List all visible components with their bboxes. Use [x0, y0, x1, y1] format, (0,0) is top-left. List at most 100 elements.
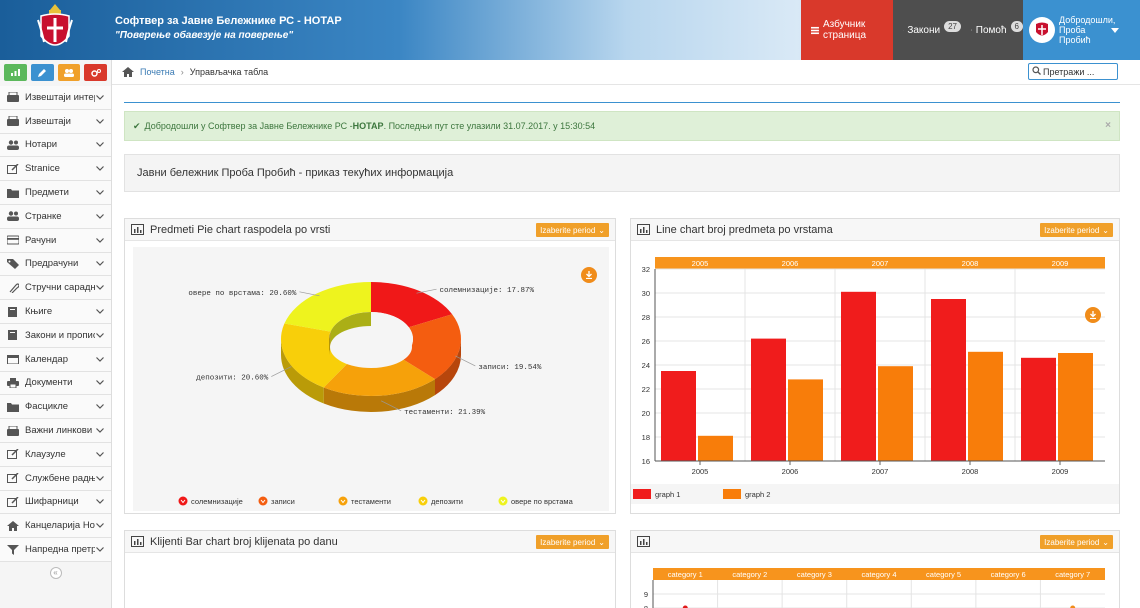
- bar[interactable]: [968, 351, 1003, 461]
- settings-shortcut-button[interactable]: [84, 64, 107, 81]
- pie-period-dropdown[interactable]: Izaberite period ⌄: [536, 223, 609, 237]
- legend-check-icon: [260, 499, 266, 504]
- category-header-label: category 5: [926, 570, 961, 579]
- legend-check-icon: [420, 499, 426, 504]
- category-period-dropdown[interactable]: Izaberite period ⌄: [1040, 535, 1113, 549]
- sidebar-item[interactable]: Шифарници: [0, 490, 111, 515]
- sidebar-item[interactable]: Календар: [0, 347, 111, 372]
- pie-slice[interactable]: [323, 357, 435, 396]
- bar[interactable]: [1021, 357, 1056, 461]
- user-crest-icon: [1036, 22, 1048, 36]
- search-icon: [1032, 66, 1041, 75]
- sidebar-item[interactable]: Службене радње: [0, 466, 111, 491]
- sidebar-item[interactable]: Предрачуни: [0, 252, 111, 277]
- sidebar-item[interactable]: Стручни сарадници: [0, 276, 111, 301]
- pie-slice[interactable]: [400, 314, 462, 380]
- y-tick-label: 20: [642, 409, 650, 418]
- line-point[interactable]: [682, 605, 688, 608]
- period-label: Izaberite period: [1044, 225, 1100, 235]
- tag-icon: [7, 258, 19, 269]
- bar-chart-icon: [637, 536, 650, 547]
- breadcrumb-home-link[interactable]: Почетна: [140, 67, 175, 77]
- alert-close-button[interactable]: ×: [1105, 120, 1111, 131]
- bar-download-button[interactable]: [1085, 307, 1101, 323]
- edit-shortcut-button[interactable]: [30, 64, 54, 81]
- pie-label-line: [455, 355, 476, 367]
- sidebar-item[interactable]: Нотари: [0, 133, 111, 158]
- legend-marker: [258, 496, 268, 506]
- sidebar-item[interactable]: Документи: [0, 371, 111, 396]
- bar[interactable]: [841, 291, 876, 461]
- sidebar-item[interactable]: Фасцикле: [0, 395, 111, 420]
- sidebar-item[interactable]: Рачуни: [0, 228, 111, 253]
- folder-icon: [7, 402, 19, 412]
- clients-period-dropdown[interactable]: Izaberite period ⌄: [536, 535, 609, 549]
- y-tick-label: 18: [642, 433, 650, 442]
- bar[interactable]: [931, 299, 966, 461]
- sidebar-item-label: Клаузуле: [25, 448, 66, 460]
- pie-slice[interactable]: [284, 282, 371, 332]
- breadcrumb-current: Управљачка табла: [189, 67, 269, 77]
- legend-check-icon: [180, 499, 186, 504]
- sidebar-item[interactable]: Канцеларија Нотара: [0, 514, 111, 539]
- user-menu-button[interactable]: Добродошли, Проба Пробић: [1023, 0, 1140, 60]
- help-button[interactable]: ? Помоћ 6: [961, 0, 1023, 60]
- x-tick-label: 2009: [1052, 467, 1069, 476]
- sidebar-item[interactable]: Напредна претрага: [0, 538, 111, 562]
- sidebar-item[interactable]: Закони и прописи: [0, 323, 111, 348]
- pie-slice[interactable]: [371, 282, 453, 328]
- sidebar-item[interactable]: Књиге: [0, 300, 111, 324]
- search-input[interactable]: Претражи ...: [1028, 63, 1118, 80]
- y-tick-label: 24: [642, 361, 650, 370]
- category-header-label: category 6: [991, 570, 1026, 579]
- bar[interactable]: [751, 338, 786, 461]
- sidebar-item[interactable]: Stranice: [0, 157, 111, 182]
- period-label: Izaberite period: [540, 225, 596, 235]
- line-point[interactable]: [1070, 605, 1076, 608]
- legend-check-icon: [340, 499, 346, 504]
- sidebar: Извештаји интерни Извештаји Нотари Stranice…: [0, 60, 112, 608]
- bar[interactable]: [1058, 353, 1093, 461]
- stats-shortcut-button[interactable]: [4, 64, 27, 81]
- sidebar-item[interactable]: Извештаји: [0, 109, 111, 134]
- line-period-dropdown[interactable]: Izaberite period ⌄: [1040, 223, 1113, 237]
- pie-download-button[interactable]: [581, 267, 597, 283]
- pie-label-line: [271, 366, 292, 377]
- users-shortcut-button[interactable]: [57, 64, 81, 81]
- inbox-icon: [7, 116, 19, 127]
- home-icon[interactable]: [122, 67, 134, 77]
- chevron-down-icon: [96, 547, 104, 552]
- index-button[interactable]: Азбучник страница: [801, 0, 893, 60]
- sidebar-item[interactable]: Странке: [0, 204, 111, 229]
- pie-chart-svg: солемнизације: 17.87% записи: 19.54% теста…: [178, 282, 574, 506]
- bar[interactable]: [661, 371, 696, 461]
- pie-hole-center: [330, 326, 412, 368]
- inbox-icon: [7, 92, 19, 103]
- chevron-down-icon: [96, 237, 104, 243]
- help-button-label: Помоћ: [975, 24, 1007, 36]
- sidebar-collapse-toggle[interactable]: «: [0, 562, 111, 584]
- pie-data-label: записи: 19.54%: [478, 364, 542, 372]
- pie-slice[interactable]: [281, 323, 349, 388]
- sidebar-item[interactable]: Важни линкови: [0, 419, 111, 443]
- category-panel-header: Izaberite period ⌄: [631, 531, 1119, 553]
- pie-slice-side: [281, 339, 324, 404]
- calendar-icon: [7, 355, 19, 365]
- bar[interactable]: [788, 379, 823, 461]
- sidebar-item[interactable]: Предмети: [0, 181, 111, 205]
- sidebar-item-label: Предрачуни: [25, 258, 79, 270]
- sidebar-item-label: Службене радње: [25, 472, 95, 484]
- edit-icon: [7, 449, 19, 460]
- app-title: Софтвер за Јавне Бележнике РС - НОТАР: [115, 15, 342, 27]
- welcome-alert: ✔ Добродошли у Софтвер за Јавне Бележник…: [124, 111, 1120, 141]
- home-icon: [7, 520, 19, 531]
- category-header-band: [653, 568, 1105, 580]
- sidebar-item[interactable]: Клаузуле: [0, 442, 111, 467]
- bar[interactable]: [698, 435, 733, 461]
- bar[interactable]: [878, 366, 913, 461]
- pie-slice-side: [434, 339, 461, 396]
- laws-button[interactable]: Закони 27: [893, 0, 961, 60]
- line-panel-header: Line chart broj predmeta po vrstama Izab…: [631, 219, 1119, 241]
- sidebar-item[interactable]: Извештаји интерни: [0, 86, 111, 110]
- chevron-down-icon: [96, 475, 104, 481]
